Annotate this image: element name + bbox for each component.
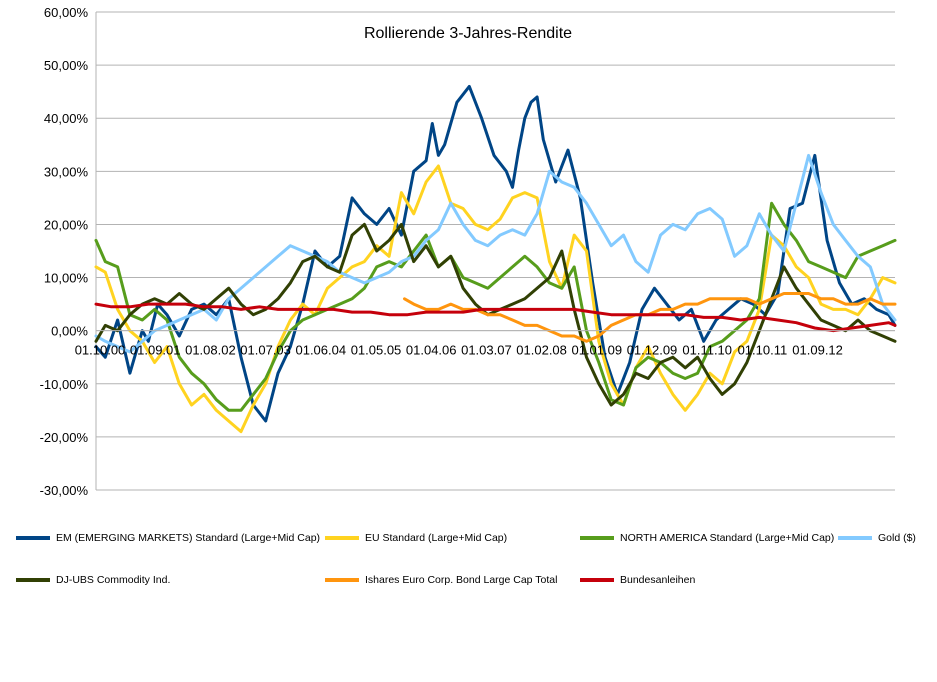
legend-item: Bundesanleihen <box>580 574 695 586</box>
series-line <box>94 201 897 412</box>
x-tick-label: 01.02.08 <box>516 343 567 358</box>
series-line <box>94 222 897 407</box>
x-tick-label: 01.12.09 <box>627 343 678 358</box>
legend-item: DJ-UBS Commodity Ind. <box>16 574 170 586</box>
series-line <box>94 84 897 423</box>
legend-swatch <box>325 536 359 540</box>
x-tick-label: 01.01.09 <box>571 343 622 358</box>
y-tick-label: 30,00% <box>44 164 89 179</box>
legend-label: NORTH AMERICA Standard (Large+Mid Cap) <box>620 532 835 544</box>
y-tick-label: 60,00% <box>44 5 89 20</box>
legend-swatch <box>838 536 872 540</box>
x-tick-label: 01.09.12 <box>792 343 843 358</box>
y-tick-label: 40,00% <box>44 111 89 126</box>
legend-label: Gold ($) <box>878 532 916 544</box>
line-chart: Rollierende 3-Jahres-Rendite 60,00% 50,00… <box>40 5 897 498</box>
legend-label: DJ-UBS Commodity Ind. <box>56 574 171 586</box>
chart-title: Rollierende 3-Jahres-Rendite <box>364 25 572 42</box>
legend-label: EU Standard (Large+Mid Cap) <box>365 532 508 544</box>
series-line <box>94 153 897 354</box>
x-tick-label: 01.04.06 <box>406 343 457 358</box>
series-line <box>403 292 897 343</box>
y-tick-label: 20,00% <box>44 217 89 232</box>
x-tick-label: 01.11.10 <box>682 343 732 358</box>
legend-item: Gold ($) <box>838 532 916 544</box>
legend-swatch <box>325 578 359 582</box>
legend-swatch <box>16 536 50 540</box>
x-axis: 01.10.00 01.09.01 01.08.02 01.07.03 01.06.04… <box>75 330 895 358</box>
y-tick-label: -30,00% <box>40 483 89 498</box>
y-tick-label: 0,00% <box>51 324 88 339</box>
legend-item: Ishares Euro Corp. Bond Large Cap Total <box>325 574 557 586</box>
y-axis-tick-labels: 60,00% 50,00% 40,00% 30,00% 20,00% 10,00% 0,00… <box>40 5 89 498</box>
x-tick-label: 01.03.07 <box>461 343 512 358</box>
series-line <box>94 164 897 434</box>
y-tick-label: 10,00% <box>44 271 89 286</box>
legend-label: Bundesanleihen <box>620 574 696 586</box>
y-tick-label: -20,00% <box>40 430 89 445</box>
x-tick-label: 01.09.01 <box>130 343 181 358</box>
x-tick-label: 01.05.05 <box>351 343 402 358</box>
legend-label: Ishares Euro Corp. Bond Large Cap Total <box>365 574 558 586</box>
y-tick-label: 50,00% <box>44 58 89 73</box>
legend-swatch <box>16 578 50 582</box>
chart-legend: EM (EMERGING MARKETS) Standard (Large+Mi… <box>0 522 937 602</box>
gridlines <box>95 11 895 491</box>
legend-item: EM (EMERGING MARKETS) Standard (Large+Mi… <box>16 532 320 544</box>
legend-swatch <box>580 536 614 540</box>
x-tick-label: 01.06.04 <box>295 343 346 358</box>
legend-swatch <box>580 578 614 582</box>
x-tick-label: 01.08.02 <box>185 343 236 358</box>
legend-label: EM (EMERGING MARKETS) Standard (Large+Mi… <box>56 532 321 544</box>
y-tick-label: -10,00% <box>40 377 89 392</box>
x-tick-label: 01.10.00 <box>75 343 126 358</box>
x-tick-label: 01.10.11 <box>738 343 788 358</box>
series-lines <box>94 84 897 434</box>
legend-item: NORTH AMERICA Standard (Large+Mid Cap) <box>580 532 834 544</box>
legend-item: EU Standard (Large+Mid Cap) <box>325 532 507 544</box>
x-tick-label: 01.07.03 <box>240 343 291 358</box>
series-line <box>94 302 897 333</box>
